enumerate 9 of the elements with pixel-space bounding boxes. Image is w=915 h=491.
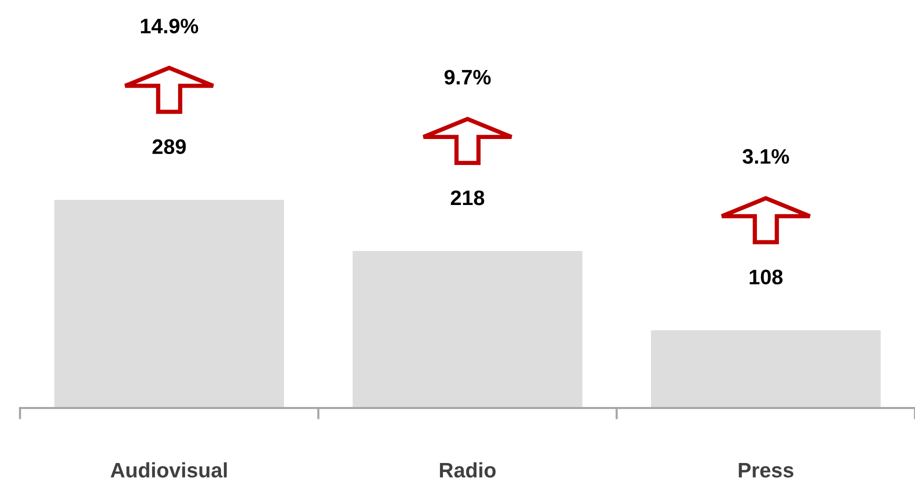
data-label: 289 [152,139,186,154]
text: 14.9% [140,18,198,34]
x-tick-label: Radio [440,462,496,478]
x-tick-label: Press [738,463,794,478]
text: 9.7% [444,70,491,85]
x-tick-label: Audiovisual [110,462,227,478]
data-label: 218 [450,190,484,206]
text: 3.1% [742,149,790,164]
data-label: 108 [750,270,783,284]
